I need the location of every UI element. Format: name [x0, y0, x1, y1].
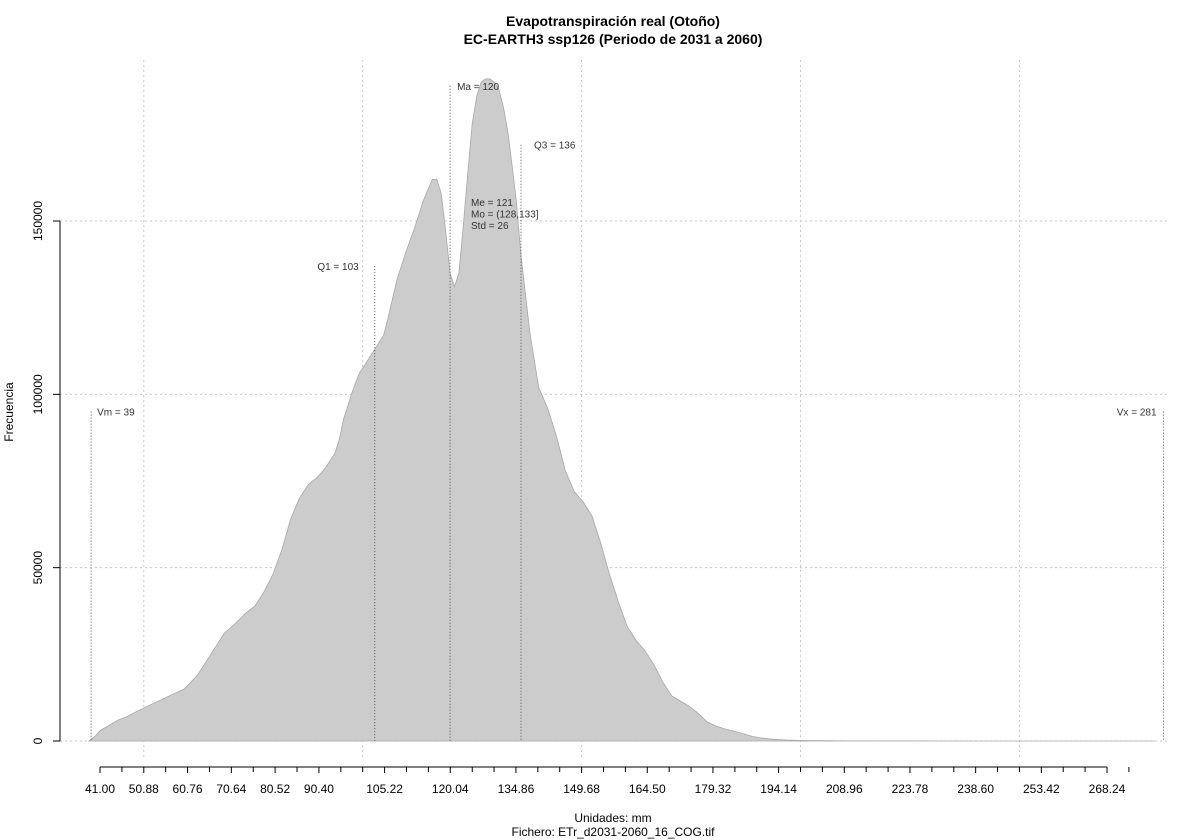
stat-marker-label: Q1 = 103 — [317, 262, 359, 273]
x-tick-label: 105.22 — [366, 782, 403, 796]
x-tick-label: 164.50 — [629, 782, 666, 796]
x-tick-label: 223.78 — [892, 782, 929, 796]
x-tick-label: 208.96 — [826, 782, 863, 796]
stats-text: Mo = (128,133] — [471, 210, 539, 221]
stat-marker-label: Vm = 39 — [97, 408, 135, 419]
x-tick-label: 179.32 — [695, 782, 732, 796]
stat-markers: Vm = 39 Q1 = 103 Ma = 120 Q3 = 136 Vx = 281 M… — [90, 82, 1165, 741]
x-tick-label: 80.52 — [260, 782, 290, 796]
x-tick-label: 149.68 — [563, 782, 600, 796]
stats-text: Std = 26 — [471, 221, 509, 232]
density-area — [87, 78, 1155, 742]
x-axis-label: Unidades: mm — [574, 811, 651, 825]
footer-file-name: Fichero: ETr_d2031-2060_16_COG.tif — [512, 825, 716, 839]
stat-marker-label: Ma = 120 — [457, 82, 499, 93]
x-tick-label: 194.14 — [760, 782, 797, 796]
stat-marker-label: Q3 = 136 — [534, 141, 576, 152]
y-axis-label: Frecuencia — [2, 382, 16, 442]
x-tick-label: 120.04 — [432, 782, 469, 796]
x-tick-label: 90.40 — [304, 782, 334, 796]
x-tick-label: 253.42 — [1023, 782, 1060, 796]
y-axis: 0 50000 100000 150000 — [31, 201, 61, 744]
y-tick-label: 150000 — [31, 201, 45, 241]
stats-text: Me = 121 — [471, 198, 513, 209]
x-tick-label: 41.00 — [85, 782, 115, 796]
x-tick-label: 50.88 — [129, 782, 159, 796]
y-tick-label: 50000 — [31, 551, 45, 585]
x-tick-label: 238.60 — [957, 782, 994, 796]
x-axis: 41.00 50.88 60.76 70.64 80.52 90.40 105.22 120.… — [85, 766, 1130, 796]
chart-subtitle: EC-EARTH3 ssp126 (Periodo de 2031 a 2060… — [464, 31, 763, 47]
x-tick-label: 60.76 — [173, 782, 203, 796]
stat-marker-label: Vx = 281 — [1117, 408, 1157, 419]
density-series — [87, 78, 1155, 742]
y-tick-label: 100000 — [31, 374, 45, 414]
x-tick-label: 70.64 — [216, 782, 246, 796]
chart-title: Evapotranspiración real (Otoño) — [506, 13, 720, 29]
x-tick-label: 268.24 — [1089, 782, 1126, 796]
x-tick-label: 134.86 — [498, 782, 535, 796]
y-tick-label: 0 — [31, 737, 45, 744]
